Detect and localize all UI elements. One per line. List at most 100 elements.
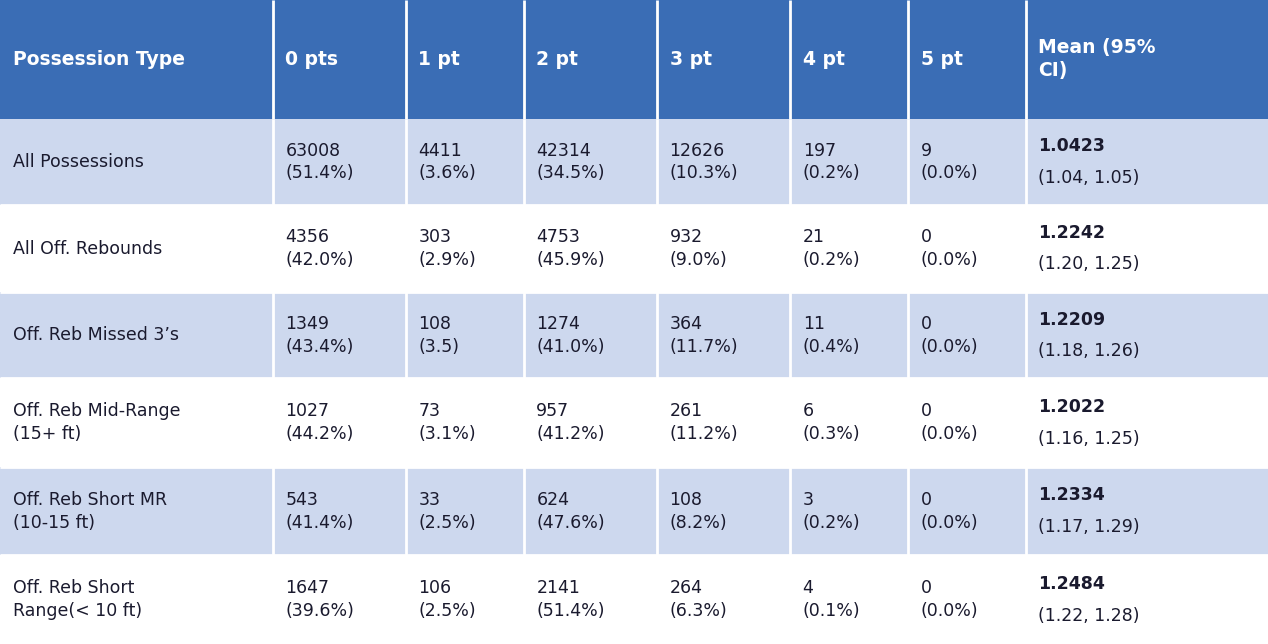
Text: 0
(0.0%): 0 (0.0%)	[921, 402, 978, 443]
Text: 12626
(10.3%): 12626 (10.3%)	[670, 142, 738, 182]
Bar	[406, 292, 524, 379]
Bar	[273, 379, 406, 467]
Bar	[1026, 0, 1268, 118]
Bar	[790, 205, 908, 292]
Text: 261
(11.2%): 261 (11.2%)	[670, 402, 738, 443]
Text: 1.2022: 1.2022	[1038, 398, 1106, 416]
Text: 108
(3.5): 108 (3.5)	[418, 315, 459, 355]
Text: 364
(11.7%): 364 (11.7%)	[670, 315, 738, 355]
Bar	[1026, 205, 1268, 292]
Bar	[0, 467, 273, 556]
Bar	[273, 292, 406, 379]
Text: 1349
(43.4%): 1349 (43.4%)	[285, 315, 354, 355]
Bar	[0, 379, 273, 467]
Bar	[0, 556, 273, 644]
Text: 63008
(51.4%): 63008 (51.4%)	[285, 142, 354, 182]
Text: 1.2242: 1.2242	[1038, 224, 1106, 242]
Text: 1 pt: 1 pt	[418, 50, 460, 69]
Bar	[273, 0, 406, 118]
Text: 957
(41.2%): 957 (41.2%)	[536, 402, 605, 443]
Text: 1.2209: 1.2209	[1038, 310, 1106, 328]
Bar	[908, 556, 1026, 644]
Bar	[908, 0, 1026, 118]
Text: 197
(0.2%): 197 (0.2%)	[803, 142, 860, 182]
Bar	[1026, 292, 1268, 379]
Text: 42314
(34.5%): 42314 (34.5%)	[536, 142, 605, 182]
Bar	[406, 556, 524, 644]
Text: 21
(0.2%): 21 (0.2%)	[803, 228, 860, 269]
Text: 33
(2.5%): 33 (2.5%)	[418, 491, 476, 532]
Text: 4 pt: 4 pt	[803, 50, 844, 69]
Text: Mean (95%
CI): Mean (95% CI)	[1038, 39, 1156, 80]
Text: 1274
(41.0%): 1274 (41.0%)	[536, 315, 605, 355]
Bar	[657, 556, 790, 644]
Bar	[790, 379, 908, 467]
Text: 4356
(42.0%): 4356 (42.0%)	[285, 228, 354, 269]
Bar	[1026, 556, 1268, 644]
Bar	[790, 118, 908, 205]
Bar	[1026, 467, 1268, 556]
Bar	[406, 379, 524, 467]
Bar	[273, 556, 406, 644]
Bar	[790, 556, 908, 644]
Text: 3
(0.2%): 3 (0.2%)	[803, 491, 860, 532]
Text: 108
(8.2%): 108 (8.2%)	[670, 491, 727, 532]
Text: 6
(0.3%): 6 (0.3%)	[803, 402, 860, 443]
Bar	[657, 118, 790, 205]
Text: Off. Reb Missed 3’s: Off. Reb Missed 3’s	[13, 326, 179, 344]
Text: Off. Reb Short MR
(10-15 ft): Off. Reb Short MR (10-15 ft)	[13, 491, 167, 532]
Bar	[908, 118, 1026, 205]
Bar	[657, 379, 790, 467]
Text: 2141
(51.4%): 2141 (51.4%)	[536, 580, 605, 620]
Text: (1.17, 1.29): (1.17, 1.29)	[1038, 518, 1140, 536]
Bar	[908, 467, 1026, 556]
Bar	[524, 292, 657, 379]
Bar	[790, 467, 908, 556]
Text: 5 pt: 5 pt	[921, 50, 962, 69]
Text: 9
(0.0%): 9 (0.0%)	[921, 142, 978, 182]
Bar	[406, 467, 524, 556]
Bar	[524, 118, 657, 205]
Bar	[790, 292, 908, 379]
Bar	[1026, 379, 1268, 467]
Bar	[657, 467, 790, 556]
Text: 0
(0.0%): 0 (0.0%)	[921, 315, 978, 355]
Bar	[0, 0, 273, 118]
Text: (1.18, 1.26): (1.18, 1.26)	[1038, 342, 1140, 360]
Bar	[0, 118, 273, 205]
Bar	[406, 205, 524, 292]
Text: 106
(2.5%): 106 (2.5%)	[418, 580, 476, 620]
Bar	[406, 118, 524, 205]
Text: All Off. Rebounds: All Off. Rebounds	[13, 240, 162, 258]
Bar	[524, 205, 657, 292]
Text: (1.04, 1.05): (1.04, 1.05)	[1038, 169, 1140, 187]
Text: 0
(0.0%): 0 (0.0%)	[921, 580, 978, 620]
Text: Off. Reb Mid-Range
(15+ ft): Off. Reb Mid-Range (15+ ft)	[13, 402, 180, 443]
Bar	[657, 292, 790, 379]
Text: 1027
(44.2%): 1027 (44.2%)	[285, 402, 354, 443]
Bar	[524, 467, 657, 556]
Text: 624
(47.6%): 624 (47.6%)	[536, 491, 605, 532]
Text: (1.16, 1.25): (1.16, 1.25)	[1038, 430, 1140, 448]
Text: 1.2484: 1.2484	[1038, 575, 1106, 593]
Bar	[790, 0, 908, 118]
Bar	[273, 205, 406, 292]
Text: 11
(0.4%): 11 (0.4%)	[803, 315, 860, 355]
Text: 3 pt: 3 pt	[670, 50, 711, 69]
Text: (1.22, 1.28): (1.22, 1.28)	[1038, 607, 1140, 625]
Bar	[1026, 118, 1268, 205]
Bar	[406, 0, 524, 118]
Text: 303
(2.9%): 303 (2.9%)	[418, 228, 477, 269]
Text: 543
(41.4%): 543 (41.4%)	[285, 491, 354, 532]
Bar	[524, 0, 657, 118]
Text: 264
(6.3%): 264 (6.3%)	[670, 580, 728, 620]
Text: Off. Reb Short
Range(< 10 ft): Off. Reb Short Range(< 10 ft)	[13, 580, 142, 620]
Text: 0 pts: 0 pts	[285, 50, 339, 69]
Bar	[657, 0, 790, 118]
Bar	[0, 205, 273, 292]
Bar	[273, 467, 406, 556]
Bar	[524, 556, 657, 644]
Text: 932
(9.0%): 932 (9.0%)	[670, 228, 728, 269]
Text: 1.2334: 1.2334	[1038, 486, 1106, 504]
Text: Possession Type: Possession Type	[13, 50, 185, 69]
